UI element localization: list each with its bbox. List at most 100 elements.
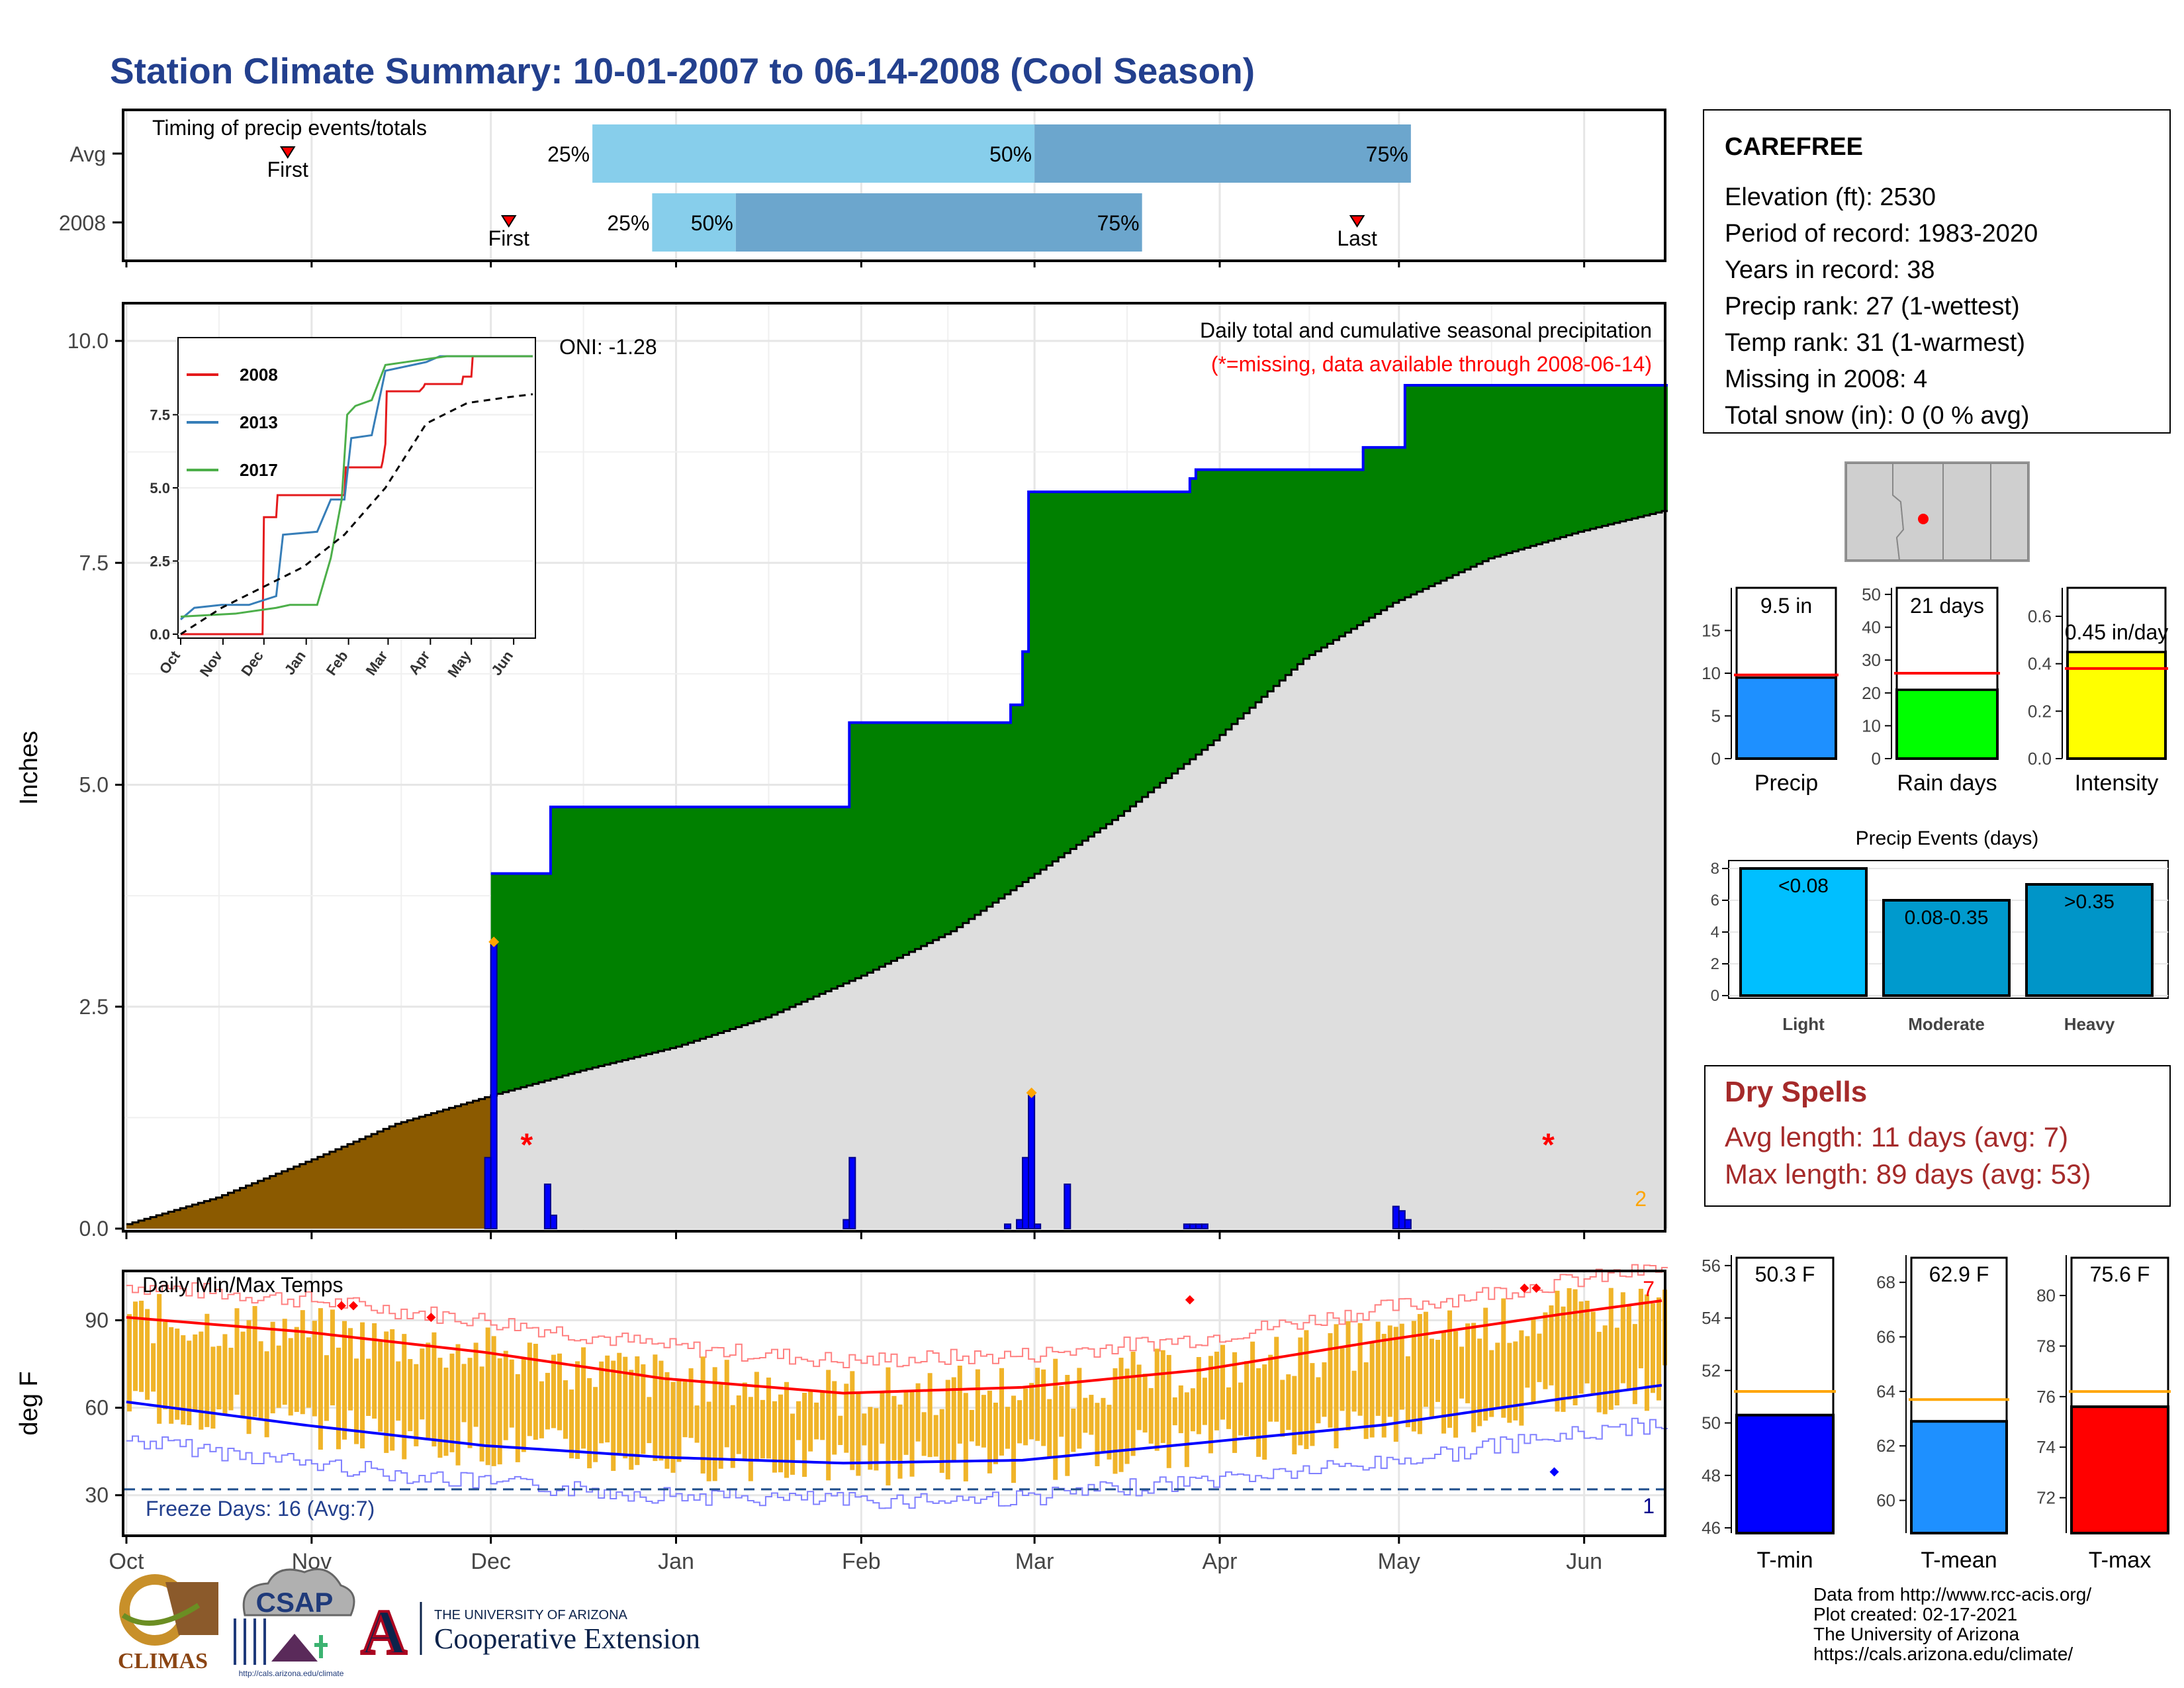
page-title: Station Climate Summary: 10-01-2007 to 0…	[110, 50, 1255, 91]
daily-temp-bar	[1214, 1351, 1219, 1430]
dry-spells-title: Dry Spells	[1725, 1076, 1867, 1108]
daily-temp-bar	[240, 1331, 246, 1417]
daily-temp-bar	[1375, 1321, 1381, 1416]
daily-temp-bar	[503, 1350, 508, 1440]
daily-temp-bar	[1417, 1314, 1422, 1434]
timing-bar-50-75	[735, 193, 1142, 252]
daily-temp-bar	[216, 1346, 222, 1410]
station-info-line: Temp rank: 31 (1-warmest)	[1725, 329, 2025, 357]
precip-bar	[1735, 676, 1837, 761]
daily-precip-bar	[484, 1156, 492, 1229]
precip-events-title: Precip Events (days)	[1856, 827, 2039, 849]
daily-temp-bar	[593, 1387, 598, 1462]
daily-precip-bar	[1195, 1223, 1203, 1230]
daily-temp-bar	[617, 1352, 622, 1454]
summary-ytick-label: 10	[1702, 663, 1721, 683]
daily-temp-bar	[1513, 1341, 1518, 1421]
temp-count-bottom: 1	[1643, 1494, 1655, 1518]
timing-marker-icon	[279, 146, 296, 159]
freeze-label: Freeze Days: 16 (Avg:7)	[146, 1497, 375, 1521]
timing-p25-label: 25%	[607, 211, 649, 235]
month-label: Oct	[109, 1549, 144, 1574]
station-info-line: Period of record: 1983-2020	[1725, 220, 2038, 248]
event-bar-label: <0.08	[1778, 875, 1829, 897]
timing-marker-label: First	[488, 226, 529, 250]
daily-temp-bar	[437, 1358, 443, 1458]
temp-summary-ytick-label: 66	[1876, 1327, 1895, 1347]
daily-temp-bar	[802, 1393, 807, 1477]
daily-temp-bar	[181, 1335, 186, 1425]
daily-temp-bar	[1142, 1374, 1148, 1433]
event-category-label: Heavy	[2064, 1014, 2115, 1034]
station-info-line: Years in record: 38	[1725, 256, 1935, 284]
events-ytick-label: 2	[1711, 955, 1719, 973]
daily-temp-bar	[1172, 1397, 1177, 1426]
station-info-line: Total snow (in): 0 (0 % avg)	[1725, 402, 2029, 430]
timing-p75-label: 75%	[1366, 142, 1408, 166]
temp-summary-bar	[1735, 1413, 1835, 1534]
daily-temp-bar	[473, 1342, 478, 1427]
daily-temp-bar	[1656, 1297, 1661, 1401]
daily-temp-bar	[1507, 1342, 1512, 1423]
daily-temp-bar	[1483, 1307, 1488, 1421]
precip-note: Daily total and cumulative seasonal prec…	[1200, 318, 1652, 342]
record-high-marker-icon	[349, 1301, 359, 1311]
daily-temp-bar	[390, 1329, 395, 1451]
timing-marker-label: First	[267, 158, 308, 181]
temp-ytick-label: 90	[85, 1308, 109, 1332]
daily-temp-bar	[1274, 1336, 1279, 1422]
daily-temp-bar	[915, 1383, 921, 1442]
daily-temp-bar	[1531, 1317, 1536, 1403]
daily-temp-bar	[1298, 1337, 1303, 1446]
summary-ytick-label: 15	[1702, 621, 1721, 641]
daily-precip-bar	[1189, 1223, 1197, 1230]
daily-temp-bar	[1208, 1356, 1213, 1454]
temp-summary-ytick-label: 46	[1702, 1518, 1721, 1538]
daily-temp-bar	[1053, 1358, 1058, 1480]
daily-temp-bar	[396, 1361, 401, 1421]
daily-temp-bar	[1477, 1338, 1482, 1427]
daily-temp-bar	[145, 1309, 150, 1400]
daily-temp-bar	[252, 1305, 257, 1417]
daily-temp-bar	[676, 1380, 682, 1462]
daily-temp-bar	[127, 1314, 132, 1412]
daily-temp-bar	[1136, 1364, 1142, 1430]
daily-temp-bar	[856, 1391, 861, 1476]
daily-temp-bar	[1011, 1395, 1017, 1483]
events-ytick-label: 6	[1711, 892, 1719, 910]
daily-temp-bar	[939, 1409, 944, 1473]
daily-precip-bar	[1004, 1223, 1012, 1230]
daily-temp-bar	[1035, 1368, 1040, 1441]
summary-ytick-label: 40	[1862, 618, 1881, 637]
inset-series-line	[180, 355, 533, 618]
station-info-line: Elevation (ft): 2530	[1725, 183, 1936, 211]
temp-summary-ytick-label: 52	[1702, 1360, 1721, 1380]
daily-temp-bar	[1489, 1350, 1494, 1417]
daily-temp-bar	[551, 1354, 556, 1429]
daily-temp-bar	[814, 1402, 819, 1440]
daily-temp-bar	[193, 1334, 198, 1411]
daily-temp-bar	[1340, 1348, 1345, 1411]
daily-temp-bar	[1423, 1311, 1428, 1407]
daily-temp-bar	[1005, 1407, 1011, 1449]
daily-temp-bar	[981, 1395, 986, 1448]
daily-temp-bar	[1447, 1310, 1453, 1428]
daily-precip-bar	[842, 1219, 850, 1229]
station-box: CAREFREE Elevation (ft): 2530 Period of r…	[1703, 109, 2171, 434]
daily-precip-bar	[1064, 1183, 1071, 1229]
daily-temp-bar	[886, 1367, 891, 1485]
summary-ytick-label: 0.6	[2028, 606, 2052, 626]
daily-temp-bar	[880, 1391, 885, 1444]
daily-temp-bar	[1441, 1332, 1447, 1434]
summary-ytick-label: 50	[1862, 585, 1881, 604]
daily-temp-bar	[647, 1397, 652, 1444]
daily-temp-bar	[1268, 1354, 1273, 1422]
daily-temp-bar	[1608, 1288, 1614, 1410]
daily-temp-bar	[1304, 1330, 1309, 1450]
daily-temp-bar	[706, 1401, 711, 1481]
daily-temp-bar	[1262, 1364, 1267, 1460]
daily-temp-bar	[1602, 1325, 1608, 1415]
daily-temp-bar	[300, 1310, 305, 1415]
daily-temp-bar	[778, 1394, 783, 1473]
daily-temp-bar	[1537, 1333, 1542, 1382]
